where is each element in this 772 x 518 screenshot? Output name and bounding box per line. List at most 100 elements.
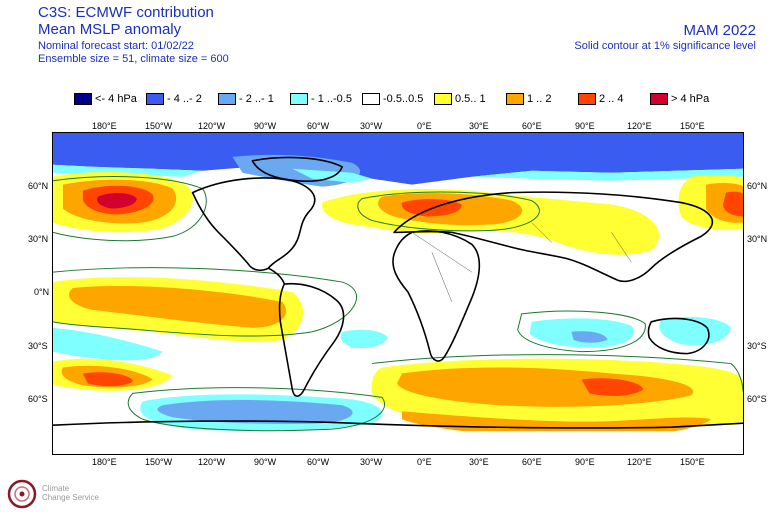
legend-item: 2 .. 4 <box>578 93 650 105</box>
legend-item: <- 4 hPa <box>74 93 146 105</box>
sig-contour-europe <box>357 191 540 232</box>
lon-tick-top: 90°E <box>575 121 595 131</box>
country-borders <box>411 222 632 303</box>
lon-tick-top: 60°W <box>307 121 330 131</box>
legend-item: - 1 ..-0.5 <box>290 93 362 105</box>
lat-tick-left: 30°N <box>28 234 49 244</box>
lon-tick-top: 180°E <box>92 121 117 131</box>
lon-tick-top: 150°E <box>680 121 705 131</box>
lon-tick-top: 150°W <box>145 121 173 131</box>
amundsen-negative-mid <box>157 400 353 424</box>
forecast-start: Nominal forecast start: 01/02/22 <box>38 40 194 52</box>
lon-tick-top: 120°W <box>198 121 226 131</box>
lat-tick-left: 0°N <box>34 287 50 297</box>
legend-swatch <box>578 93 596 105</box>
legend-label: - 4 ..- 2 <box>167 93 202 105</box>
legend-item: - 2 ..- 1 <box>218 93 290 105</box>
season-label: MAM 2022 <box>683 22 756 39</box>
south-america-coast <box>278 282 345 397</box>
lon-tick-bottom: 120°E <box>627 457 652 467</box>
copernicus-logo-icon <box>7 479 37 509</box>
australia-coast <box>647 317 710 355</box>
east-asia-positive <box>611 212 657 243</box>
legend-item: - 4 ..- 2 <box>146 93 218 105</box>
legend-item: -0.5..0.5 <box>362 93 434 105</box>
canada-anomaly <box>292 168 373 183</box>
sig-contour-npacific <box>53 176 207 242</box>
logo-line-1: Climate <box>42 484 70 493</box>
lon-tick-bottom: 90°W <box>254 457 277 467</box>
lon-tick-bottom: 90°E <box>575 457 595 467</box>
lon-tick-top: 120°E <box>627 121 652 131</box>
title: C3S: ECMWF contribution <box>38 4 214 21</box>
legend-swatch <box>218 93 236 105</box>
south-pacific-positive-mid <box>69 286 287 328</box>
header-right: MAM 2022 Solid contour at 1% significanc… <box>574 22 756 53</box>
siberia-anomaly <box>471 168 743 181</box>
legend-item: 0.5.. 1 <box>434 93 506 105</box>
lon-tick-bottom: 60°E <box>522 457 542 467</box>
lon-tick-top: 30°E <box>469 121 489 131</box>
se-pacific-negative <box>53 327 163 361</box>
antarctica-mask <box>53 431 743 454</box>
africa-coast <box>392 230 481 362</box>
legend-swatch <box>650 93 668 105</box>
legend-swatch <box>290 93 308 105</box>
legend-label: 2 .. 4 <box>599 93 624 105</box>
north-pacific-max <box>97 193 137 209</box>
legend-swatch <box>74 93 92 105</box>
southern-ocean-positive-inner <box>581 378 644 396</box>
tasman-negative <box>659 317 732 346</box>
lon-tick-bottom: 150°E <box>680 457 705 467</box>
south-pacific-band-3 <box>82 372 133 387</box>
logo-line-2: Change Service <box>42 493 99 502</box>
ensemble-size: Ensemble size = 51, climate size = 600 <box>38 53 229 65</box>
significance-note: Solid contour at 1% significance level <box>574 40 756 52</box>
legend-label: <- 4 hPa <box>95 93 137 105</box>
lat-tick-left: 60°S <box>28 394 48 404</box>
legend-label: 0.5.. 1 <box>455 93 486 105</box>
header-left: C3S: ECMWF contribution Mean MSLP anomal… <box>38 4 229 66</box>
lat-tick-left: 30°S <box>28 341 48 351</box>
lon-tick-bottom: 150°W <box>145 457 173 467</box>
antarctic-positive-band <box>401 411 712 438</box>
legend-label: 1 .. 2 <box>527 93 552 105</box>
sig-contour-amundsen <box>127 387 386 432</box>
lat-tick-right: 30°S <box>747 341 767 351</box>
logo-text: Climate Change Service <box>42 484 99 502</box>
legend-label: - 1 ..-0.5 <box>311 93 352 105</box>
legend-label: > 4 hPa <box>671 93 710 105</box>
eurasia-coast <box>393 191 714 283</box>
indian-ocean-core <box>571 331 608 343</box>
lat-tick-right: 30°N <box>747 234 768 244</box>
lat-tick-left: 60°N <box>28 181 49 191</box>
legend-swatch <box>506 93 524 105</box>
south-atlantic-negative <box>340 329 389 349</box>
lat-tick-right: 60°S <box>747 394 767 404</box>
legend-item: 1 .. 2 <box>506 93 578 105</box>
lon-tick-top: 60°E <box>522 121 542 131</box>
lat-tick-right: 60°N <box>747 181 768 191</box>
subtitle: Mean MSLP anomaly <box>38 21 182 38</box>
antarctica-coast <box>53 420 743 429</box>
lon-tick-top: 30°W <box>360 121 383 131</box>
legend-item: > 4 hPa <box>650 93 722 105</box>
lon-tick-bottom: 180°E <box>92 457 117 467</box>
legend-swatch <box>362 93 380 105</box>
greenland-coast <box>251 156 343 182</box>
sig-contour-southern <box>372 354 743 392</box>
southern-ocean-positive-mid <box>397 367 694 407</box>
color-legend: <- 4 hPa - 4 ..- 2 - 2 ..- 1 - 1 ..-0.5 -0.5… <box>74 92 722 106</box>
sig-contour-indian <box>517 310 646 353</box>
lon-tick-bottom: 30°E <box>469 457 489 467</box>
legend-label: -0.5..0.5 <box>383 93 424 105</box>
lon-tick-top: 90°W <box>254 121 277 131</box>
sig-contour-spacific <box>53 267 357 337</box>
legend-label: - 2 ..- 1 <box>239 93 274 105</box>
nw-pacific-positive-inner <box>723 191 743 217</box>
lon-tick-bottom: 60°W <box>307 457 330 467</box>
lon-tick-bottom: 120°W <box>198 457 226 467</box>
mslp-anomaly-map <box>52 132 744 455</box>
lon-tick-top: 0°E <box>417 121 432 131</box>
arctic-low-anomaly <box>53 133 743 185</box>
